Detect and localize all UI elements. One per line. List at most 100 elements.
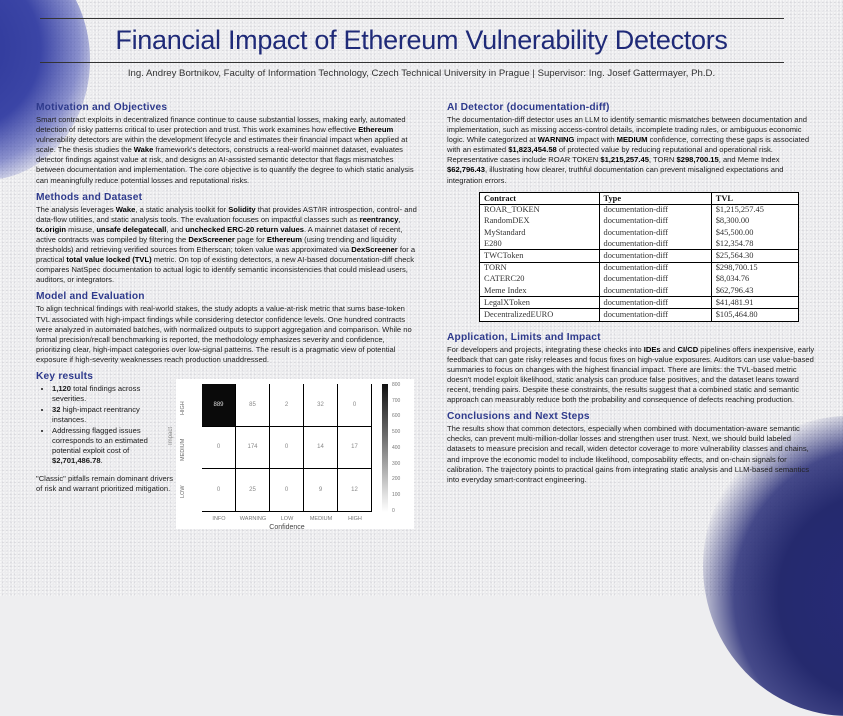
colorbar-ticks: 800 700 600 500 400 300 200 100 0 [392, 382, 400, 514]
table-row: ROAR_TOKEN documentation-diff $1,215,257.4… [479, 204, 800, 216]
colorbar-tick: 700 [392, 397, 401, 404]
section-body: Smart contract exploits in decentralized… [36, 115, 414, 185]
cell-contract: TWCToken [479, 249, 600, 263]
cell-type: documentation-diff [598, 285, 712, 297]
table-row: CATERC20 documentation-diff $8,034.76 [479, 273, 800, 286]
section-methods: Methods and Dataset The analysis leverag… [36, 192, 420, 286]
section-ai-detector: AI Detector (documentation-diff) The doc… [447, 102, 819, 186]
section-heading: Motivation and Objectives [36, 102, 168, 113]
cell-contract: LegalXToken [479, 296, 600, 309]
cell-tvl: $8,034.76 [711, 273, 800, 286]
cell-contract: CATERC20 [479, 273, 600, 286]
section-conclusions: Conclusions and Next Steps The results s… [447, 411, 819, 485]
section-body: To align technical findings with real-wo… [36, 304, 412, 364]
heatmap-x-label: HIGH [348, 515, 362, 522]
column-header: TVL [711, 191, 800, 205]
header-rule-bottom [40, 62, 784, 63]
section-heading: Model and Evaluation [36, 291, 145, 303]
table-row: E280 documentation-diff $12,354.78 [479, 238, 800, 250]
heatmap-cell: 17 [338, 426, 372, 470]
section-heading: AI Detector (documentation-diff) [447, 102, 610, 113]
heatmap-cell: 85 [236, 383, 270, 427]
heatmap-cell: 0 [270, 469, 304, 512]
heatmap-y-label: MEDIUM [180, 438, 186, 462]
heatmap-cell: 889 [202, 383, 236, 427]
column-header: Type [598, 191, 712, 205]
column-header: Contract [479, 191, 600, 205]
cell-type: documentation-diff [598, 249, 712, 263]
section-motivation: Motivation and Objectives Smart contract… [36, 102, 420, 186]
poster-title: Financial Impact of Ethereum Vulnerabili… [115, 25, 728, 55]
cell-type: documentation-diff [598, 308, 712, 322]
heatmap-cell: 2 [270, 383, 304, 427]
heatmap-cell: 9 [304, 469, 338, 512]
heatmap-colorbar [382, 383, 388, 512]
heatmap-y-title: Impact [168, 426, 174, 445]
cell-type: documentation-diff [598, 215, 712, 228]
cell-tvl: $298,700.15 [711, 261, 800, 274]
table-row: DecentralizedEURO documentation-diff $105,… [479, 308, 800, 322]
section-model: Model and Evaluation To align technical … [36, 291, 420, 365]
right-column: AI Detector (documentation-diff) The doc… [447, 102, 819, 491]
section-body: For developers and projects, integrating… [447, 344, 815, 405]
colorbar-tick: 500 [392, 429, 401, 436]
cell-type: documentation-diff [598, 273, 712, 286]
colorbar-tick: 200 [392, 476, 401, 483]
colorbar-tick: 100 [392, 492, 401, 499]
header-rule-top [40, 18, 784, 19]
heatmap-cell: 32 [304, 383, 338, 427]
cell-contract: MyStandard [479, 227, 600, 239]
colorbar-tick: 400 [392, 444, 401, 451]
section-heading: Application, Limits and Impact [447, 331, 601, 343]
heatmap-cell: 0 [338, 383, 372, 427]
cell-tvl: $12,354.78 [711, 238, 800, 250]
heatmap-cell: 0 [202, 426, 236, 470]
heatmap-cell: 0 [202, 469, 236, 512]
cell-type: documentation-diff [598, 238, 712, 250]
heatmap-y-label: LOW [180, 485, 186, 499]
heatmap-cell: 12 [338, 469, 372, 512]
list-item: Addressing flagged issues corresponds to… [52, 426, 176, 466]
colorbar-tick: 300 [392, 460, 401, 467]
left-column: Motivation and Objectives Smart contract… [36, 102, 420, 531]
cell-type: documentation-diff [598, 204, 712, 216]
table-row: TWCToken documentation-diff $25,564.30 [479, 249, 800, 263]
list-item: 32 high-impact reentrancy instances. [52, 405, 176, 425]
table-header-row: Contract Type TVL [479, 191, 800, 205]
tvl-table: Contract Type TVL ROAR_TOKEN documentatio… [479, 191, 800, 322]
cell-contract: Meme Index [479, 285, 600, 297]
section-body: The results show that common detectors, … [447, 424, 810, 484]
table-row: TORN documentation-diff $298,700.15 [479, 261, 800, 274]
cell-contract: TORN [479, 261, 600, 274]
cell-tvl: $41,481.91 [711, 296, 800, 309]
cell-contract: ROAR_TOKEN [479, 204, 600, 216]
key-results-note: "Classic" pitfalls remain dominant drive… [36, 473, 174, 494]
heatmap-x-labels: INFO WARNING LOW MEDIUM HIGH [202, 516, 372, 522]
heatmap-x-label: INFO [212, 515, 226, 522]
heatmap-x-label: LOW [280, 515, 294, 522]
key-results-list: 1,120 total findings across severities. … [36, 384, 176, 466]
colorbar-tick: 800 [392, 381, 401, 388]
cell-tvl: $45,500.00 [711, 227, 800, 239]
cell-tvl: $25,564.30 [711, 249, 800, 263]
heatmap-cell: 174 [236, 426, 270, 470]
colorbar-tick: 600 [392, 413, 401, 420]
section-heading: Conclusions and Next Steps [447, 411, 590, 423]
heatmap-x-label: WARNING [239, 515, 267, 522]
table-row: RandomDEX documentation-diff $8,300.00 [479, 215, 800, 228]
section-application: Application, Limits and Impact For devel… [447, 332, 819, 406]
impact-confidence-heatmap: Impact HIGH MEDIUM LOW 889 85 2 32 0 0 1… [168, 378, 414, 531]
poster: Financial Impact of Ethereum Vulnerabili… [0, 0, 843, 596]
cell-contract: E280 [479, 238, 600, 250]
table-row: LegalXToken documentation-diff $41,481.91 [479, 296, 800, 309]
section-key-results: Key results 1,120 total findings across … [36, 370, 420, 531]
section-heading: Methods and Dataset [36, 191, 143, 203]
cell-type: documentation-diff [598, 261, 712, 274]
poster-subtitle: Ing. Andrey Bortnikov, Faculty of Inform… [127, 68, 716, 79]
table-row: MyStandard documentation-diff $45,500.00 [479, 227, 800, 239]
section-heading: Key results [36, 370, 94, 382]
cell-contract: RandomDEX [479, 215, 600, 228]
cell-tvl: $62,796.43 [711, 285, 800, 297]
heatmap-cell: 0 [270, 426, 304, 470]
heatmap-x-label: MEDIUM [309, 515, 333, 522]
